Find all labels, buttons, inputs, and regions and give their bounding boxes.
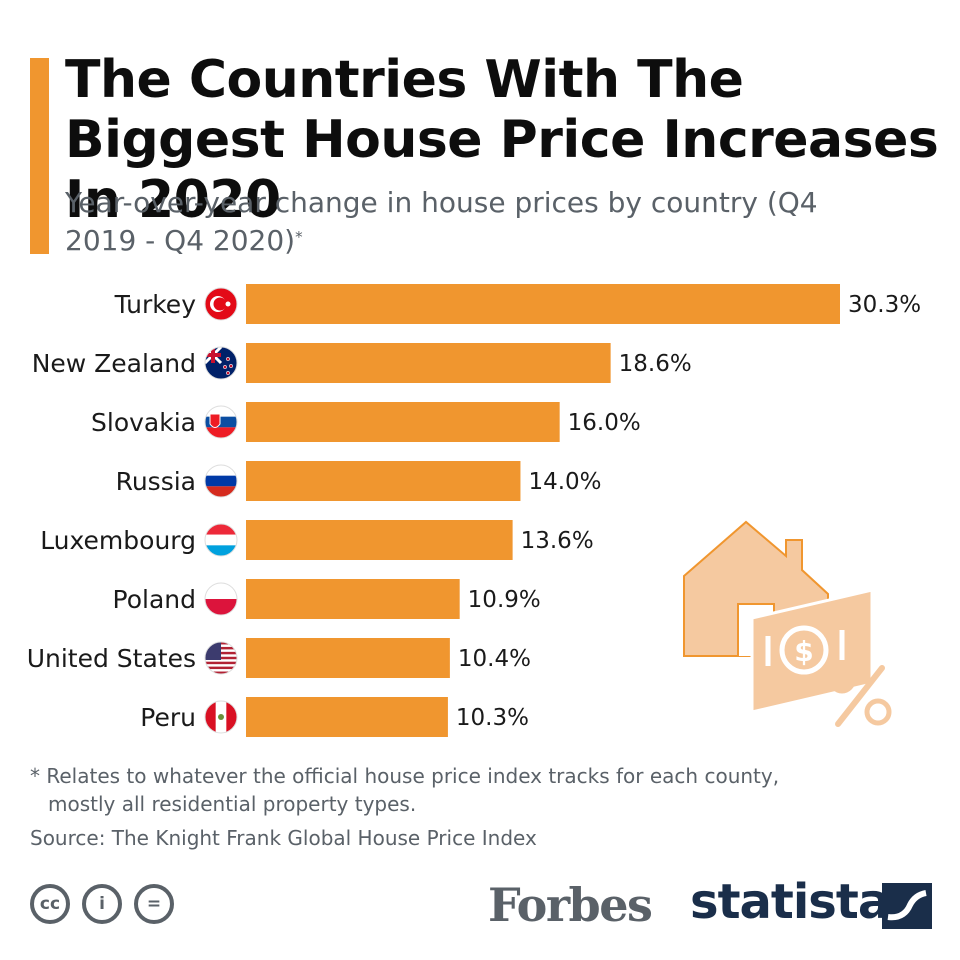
bar bbox=[246, 284, 840, 324]
statista-logo[interactable]: statista bbox=[690, 874, 890, 930]
svg-text:$: $ bbox=[794, 635, 813, 668]
subtitle-text: Year-over-year change in house prices by… bbox=[65, 186, 818, 257]
subtitle-footnote-marker: * bbox=[295, 228, 303, 246]
category-label: United States bbox=[27, 644, 196, 673]
source-credit: Source: The Knight Frank Global House Pr… bbox=[30, 826, 537, 850]
value-label: 14.0% bbox=[528, 469, 601, 495]
category-label: Poland bbox=[113, 585, 196, 614]
bar bbox=[246, 697, 448, 737]
category-label: Russia bbox=[116, 467, 196, 496]
category-label: Slovakia bbox=[91, 408, 196, 437]
turkey-flag-icon bbox=[204, 287, 238, 321]
title-accent-bar bbox=[30, 58, 49, 254]
value-label: 10.3% bbox=[456, 705, 529, 731]
category-label: Turkey bbox=[114, 290, 197, 319]
license-icons: cc i = bbox=[30, 884, 174, 924]
russia-flag-icon bbox=[204, 464, 238, 498]
category-label: New Zealand bbox=[32, 349, 196, 378]
bar bbox=[246, 461, 521, 501]
value-label: 10.9% bbox=[468, 587, 541, 613]
value-label: 18.6% bbox=[619, 351, 692, 377]
bar bbox=[246, 402, 560, 442]
bar bbox=[246, 520, 513, 560]
bar bbox=[246, 579, 460, 619]
poland-flag-icon bbox=[204, 582, 238, 616]
footnote: * Relates to whatever the official house… bbox=[30, 762, 930, 818]
luxembourg-flag-icon bbox=[204, 523, 238, 557]
house-price-illustration: $ bbox=[683, 520, 892, 727]
slovakia-flag-icon bbox=[204, 405, 238, 439]
new-zealand-flag-icon bbox=[204, 346, 238, 380]
value-label: 30.3% bbox=[848, 292, 921, 318]
no-derivatives-icon[interactable]: = bbox=[134, 884, 174, 924]
chart-title: The Countries With The Biggest House Pri… bbox=[65, 50, 939, 230]
category-label: Peru bbox=[140, 703, 196, 732]
attribution-icon[interactable]: i bbox=[82, 884, 122, 924]
value-label: 10.4% bbox=[458, 646, 531, 672]
value-label: 16.0% bbox=[568, 410, 641, 436]
statista-mark-icon bbox=[882, 883, 932, 929]
peru-flag-icon bbox=[204, 700, 238, 734]
bar bbox=[246, 638, 450, 678]
bar-chart: Turkey 30.3% New Zealand 18.6% Slovakia 16.0%… bbox=[27, 284, 921, 737]
bar bbox=[246, 343, 611, 383]
united-states-flag-icon bbox=[204, 641, 238, 675]
footnote-line-1: * Relates to whatever the official house… bbox=[30, 764, 780, 788]
cc-icon[interactable]: cc bbox=[30, 884, 70, 924]
forbes-logo[interactable]: Forbes bbox=[488, 878, 653, 932]
footnote-line-2: mostly all residential property types. bbox=[48, 792, 417, 816]
value-label: 13.6% bbox=[521, 528, 594, 554]
chart-subtitle: Year-over-year change in house prices by… bbox=[65, 184, 865, 260]
category-label: Luxembourg bbox=[40, 526, 196, 555]
